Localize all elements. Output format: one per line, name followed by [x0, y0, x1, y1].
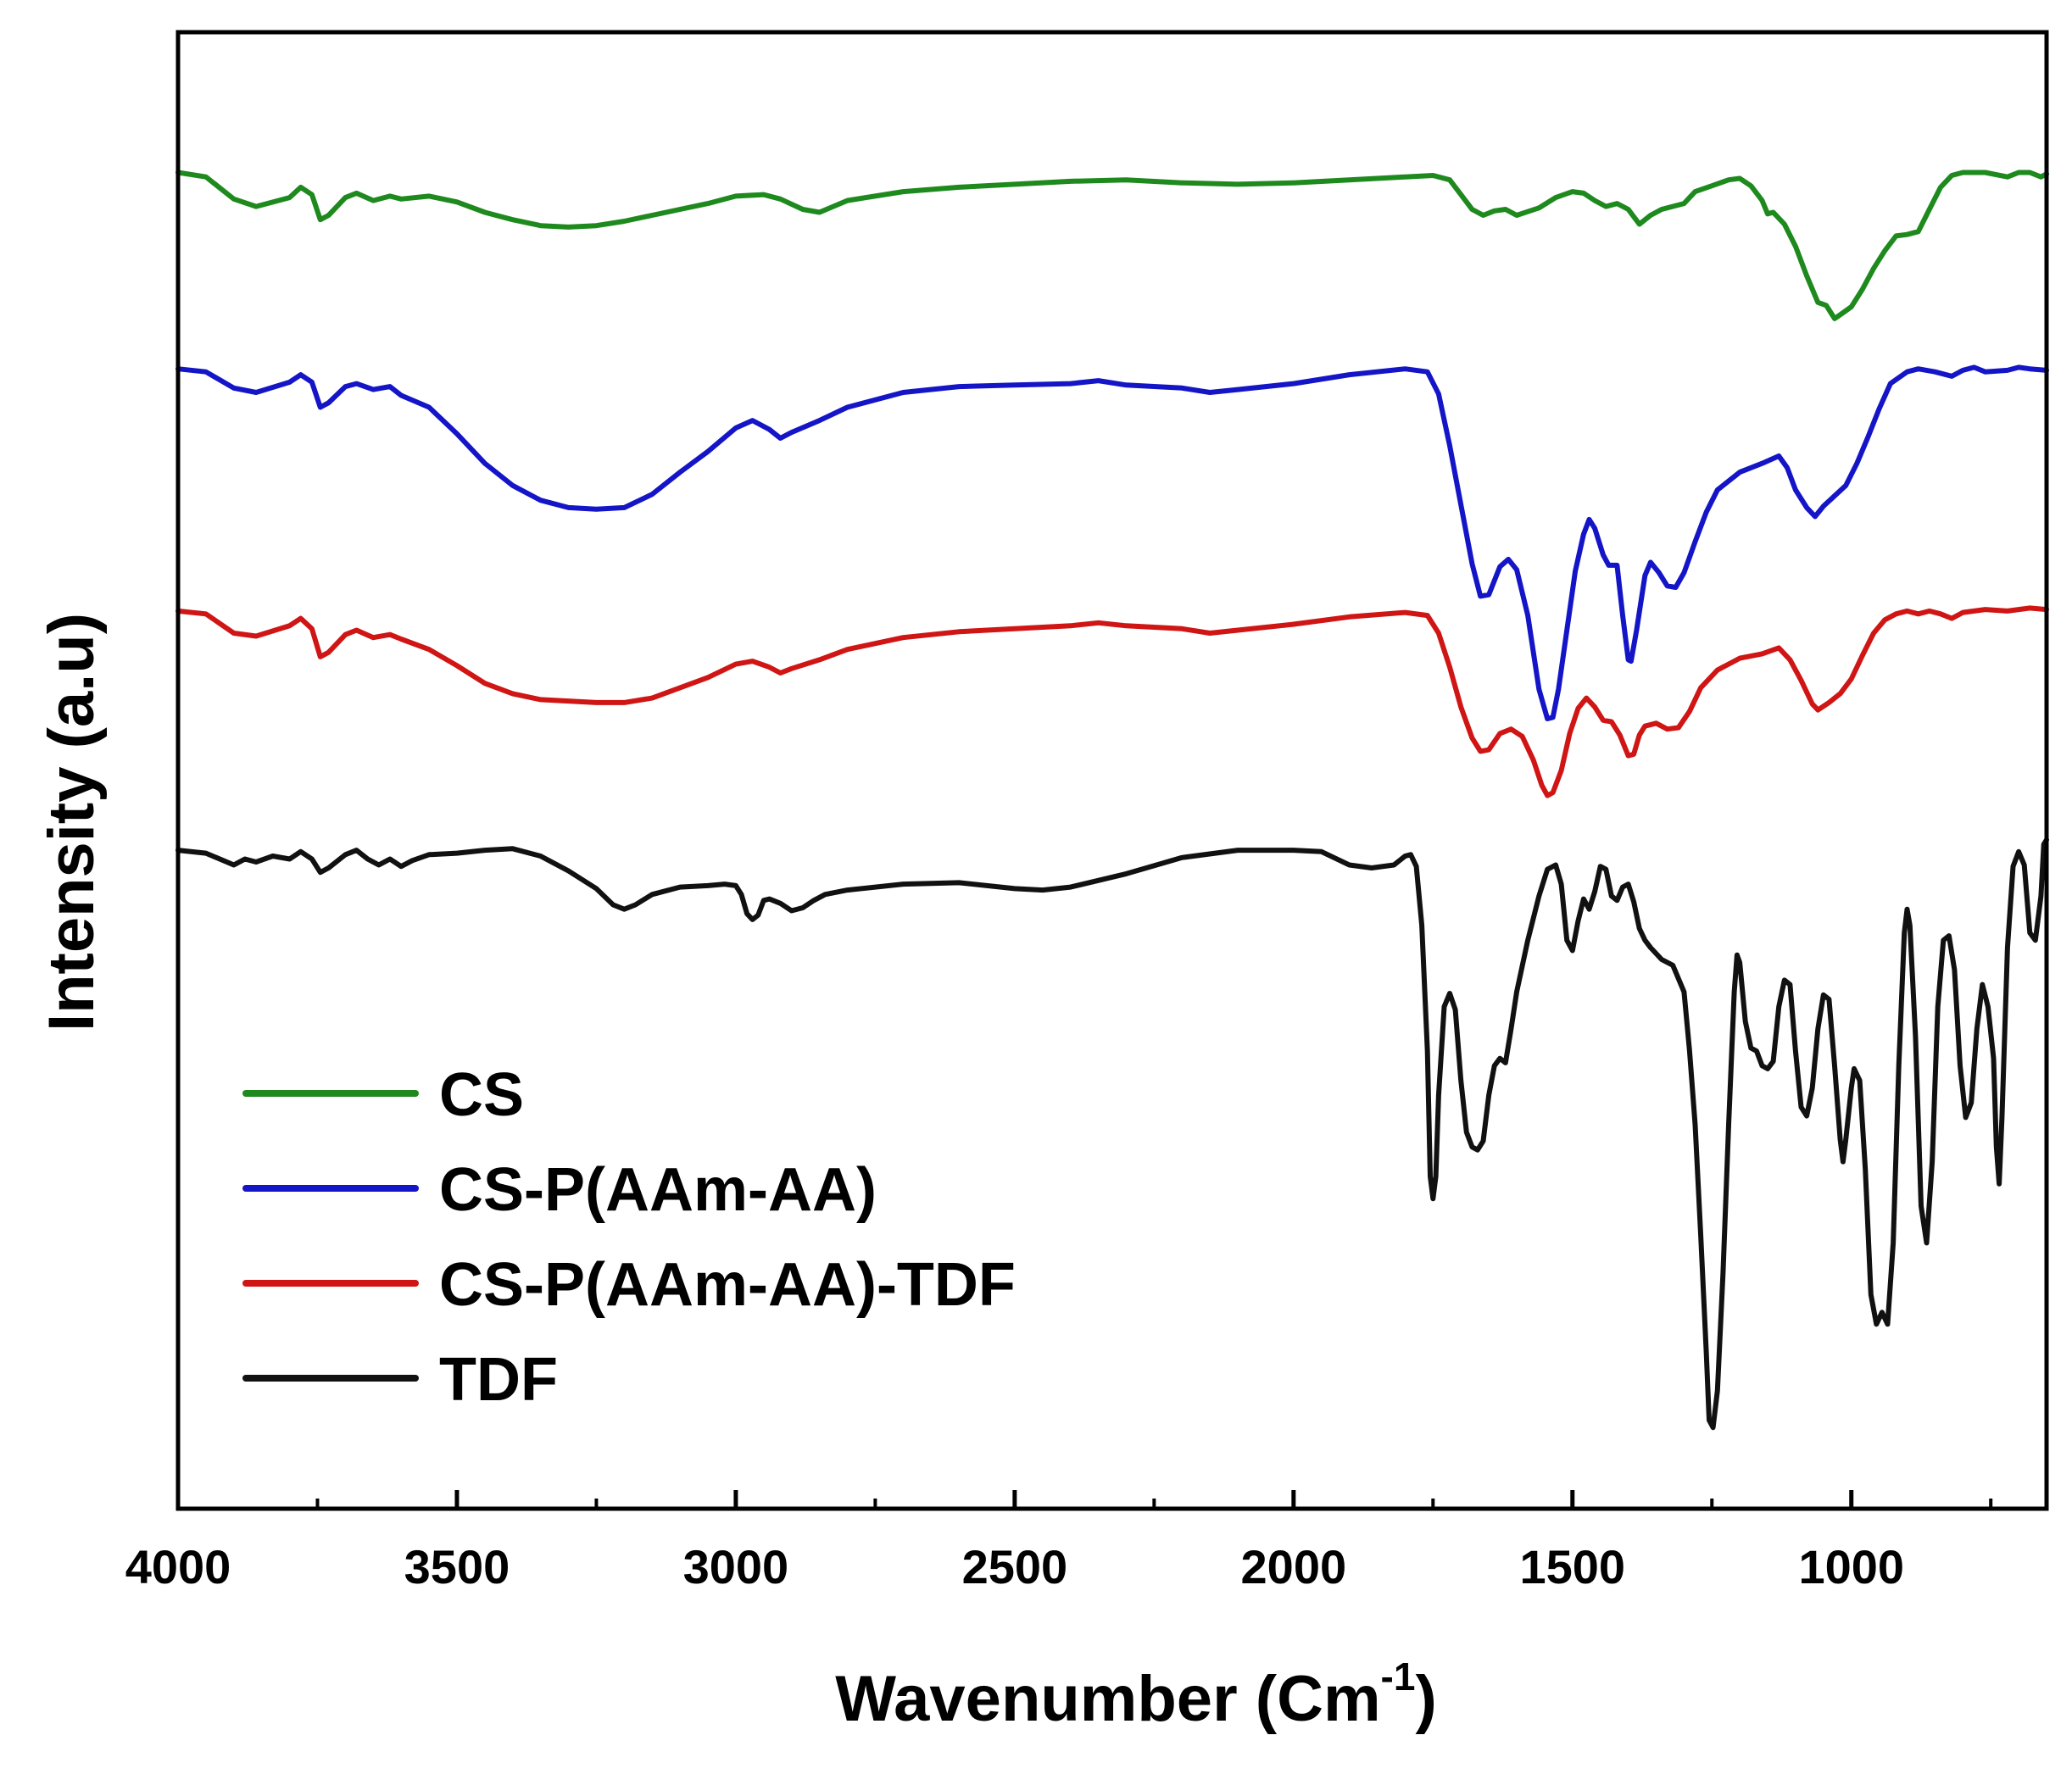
y-axis-title: Intensity (a.u)	[36, 613, 108, 1032]
series-line-cs	[175, 170, 2049, 321]
x-tick-label-4000: 4000	[125, 1540, 231, 1593]
x-tick-label-1500: 1500	[1519, 1540, 1625, 1593]
series-layer	[175, 170, 2049, 1431]
series-line-cs-p-aam-aa-tdf	[175, 605, 2049, 798]
x-tick-label-3000: 3000	[683, 1540, 789, 1593]
x-axis: 4000 3500 3000 2500 2000 1500 1000	[125, 1490, 1993, 1593]
x-axis-title-superscript: -1	[1381, 1654, 1416, 1699]
x-axis-title: Wavenumber (Cm-1)	[835, 1654, 1437, 1735]
legend-label-tdf: TDF	[439, 1346, 558, 1414]
x-tick-label-3500: 3500	[404, 1540, 510, 1593]
x-tick-label-2500: 2500	[962, 1540, 1068, 1593]
x-tick-label-2000: 2000	[1241, 1540, 1347, 1593]
x-axis-title-main: Wavenumber (Cm	[835, 1663, 1380, 1735]
x-tick-label-1000: 1000	[1798, 1540, 1904, 1593]
series-line-tdf	[175, 837, 2049, 1431]
plot-frame	[175, 30, 2049, 1511]
legend-label-cs-p-aam-aa: CS-P(AAm-AA)	[439, 1156, 877, 1224]
legend: CS CS-P(AAm-AA) CS-P(AAm-AA)-TDF TDF	[242, 1061, 1016, 1414]
series-line-cs-p-aam-aa	[175, 364, 2049, 721]
legend-label-cs-p-aam-aa-tdf: CS-P(AAm-AA)-TDF	[439, 1251, 1016, 1319]
legend-label-cs: CS	[439, 1061, 524, 1129]
x-axis-title-close: )	[1415, 1663, 1436, 1735]
